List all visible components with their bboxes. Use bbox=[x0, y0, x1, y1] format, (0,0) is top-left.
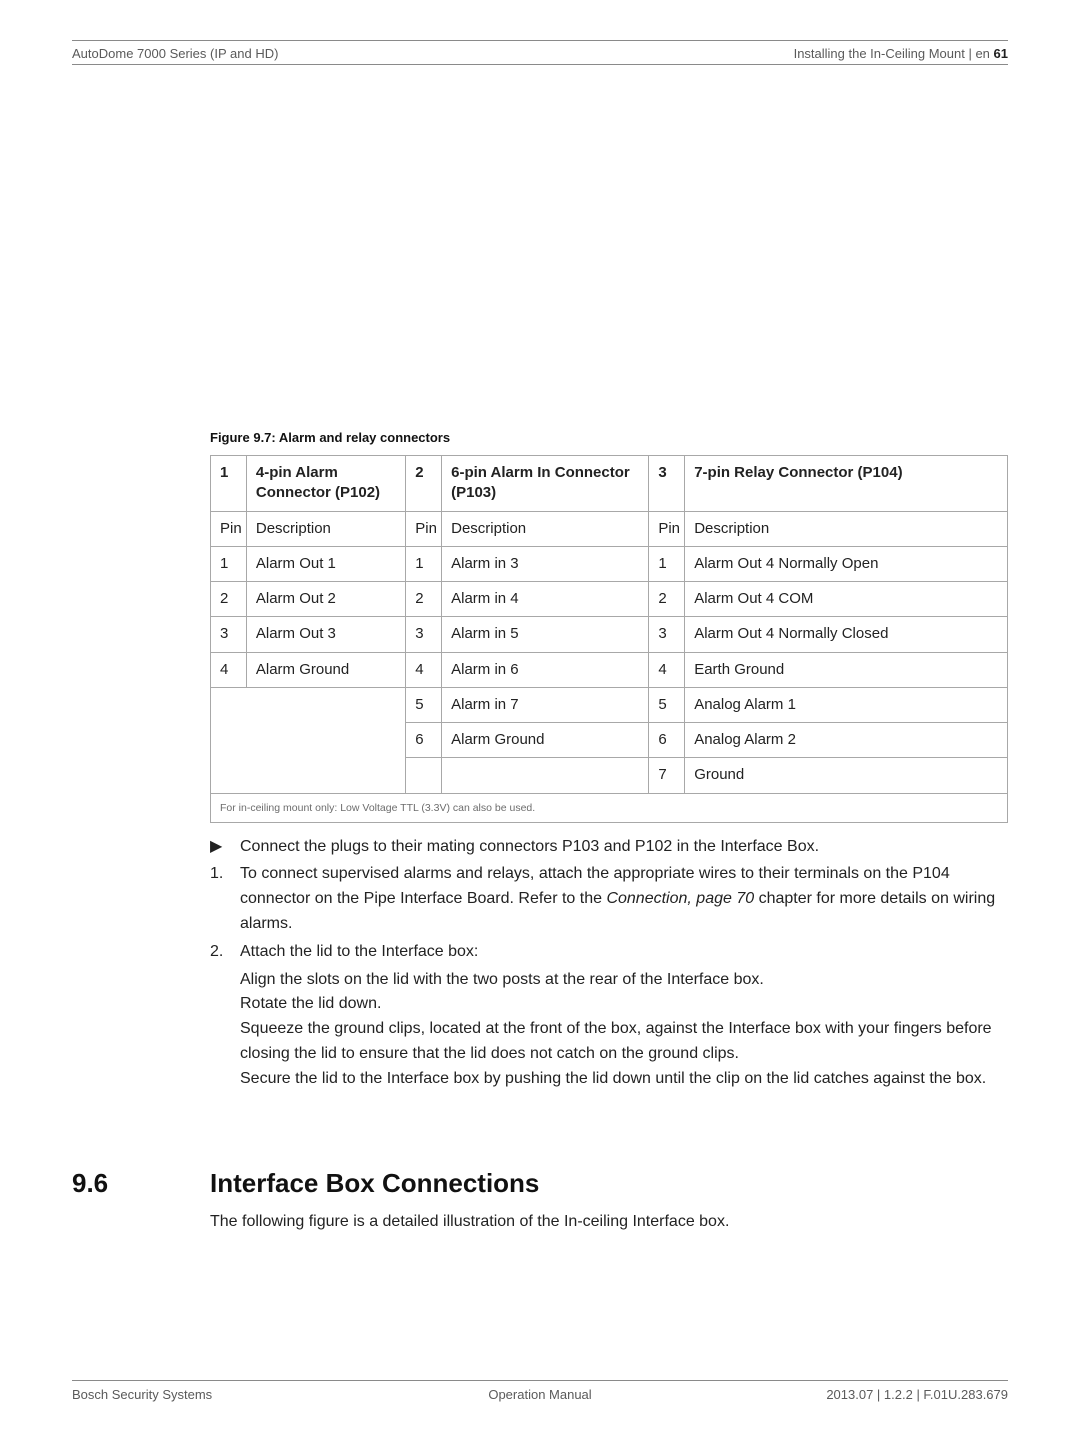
header-right: Installing the In-Ceiling Mount | en 61 bbox=[794, 46, 1008, 61]
cell: 4 bbox=[406, 652, 442, 687]
list-item: To connect supervised alarms and relays,… bbox=[240, 862, 1008, 936]
cell: Alarm Ground bbox=[442, 723, 649, 758]
header-left: AutoDome 7000 Series (IP and HD) bbox=[72, 46, 278, 61]
cell: 1 bbox=[406, 546, 442, 581]
cell: Description bbox=[442, 511, 649, 546]
section-body: The following figure is a detailed illus… bbox=[210, 1210, 1008, 1235]
cell: Earth Ground bbox=[685, 652, 1008, 687]
list-item: Connect the plugs to their mating connec… bbox=[240, 835, 1008, 860]
cell: Alarm Out 3 bbox=[246, 617, 405, 652]
cell: Description bbox=[685, 511, 1008, 546]
cell: Pin bbox=[649, 511, 685, 546]
cell bbox=[406, 758, 442, 793]
cell: Ground bbox=[685, 758, 1008, 793]
cell: 6 bbox=[649, 723, 685, 758]
section-title: Interface Box Connections bbox=[210, 1168, 539, 1199]
th-2-label: 6-pin Alarm In Connector (P103) bbox=[442, 456, 649, 512]
cell: Alarm Out 1 bbox=[246, 546, 405, 581]
table-footnote: For in-ceiling mount only: Low Voltage T… bbox=[211, 793, 1008, 822]
cell: 3 bbox=[406, 617, 442, 652]
list-item: Attach the lid to the Interface box: bbox=[240, 940, 1008, 965]
footer-center: Operation Manual bbox=[384, 1387, 696, 1402]
paragraph: Align the slots on the lid with the two … bbox=[240, 968, 1008, 993]
cell: Analog Alarm 2 bbox=[685, 723, 1008, 758]
cell: 3 bbox=[649, 617, 685, 652]
cell: 3 bbox=[211, 617, 247, 652]
figure-caption: Figure 9.7: Alarm and relay connectors bbox=[210, 430, 1008, 445]
th-1-label: 4-pin Alarm Connector (P102) bbox=[246, 456, 405, 512]
cell: Alarm Out 4 Normally Closed bbox=[685, 617, 1008, 652]
cell: 2 bbox=[406, 582, 442, 617]
cell: Pin bbox=[406, 511, 442, 546]
cell: 5 bbox=[649, 687, 685, 722]
th-3-label: 7-pin Relay Connector (P104) bbox=[685, 456, 1008, 512]
cell: Alarm in 3 bbox=[442, 546, 649, 581]
pin-table: 1 4-pin Alarm Connector (P102) 2 6-pin A… bbox=[210, 455, 1008, 823]
cell: 5 bbox=[406, 687, 442, 722]
cell: Pin bbox=[211, 511, 247, 546]
cell: 4 bbox=[211, 652, 247, 687]
cell: Alarm in 7 bbox=[442, 687, 649, 722]
list-number: 2. bbox=[210, 940, 240, 965]
cell: Alarm in 6 bbox=[442, 652, 649, 687]
cell: Alarm Ground bbox=[246, 652, 405, 687]
section-number: 9.6 bbox=[72, 1168, 210, 1199]
paragraph: Squeeze the ground clips, located at the… bbox=[240, 1017, 1008, 1067]
cell: Alarm in 5 bbox=[442, 617, 649, 652]
cell: 6 bbox=[406, 723, 442, 758]
cell: Analog Alarm 1 bbox=[685, 687, 1008, 722]
cell: Alarm Out 2 bbox=[246, 582, 405, 617]
list-number: 1. bbox=[210, 862, 240, 936]
th-1: 1 bbox=[211, 456, 247, 512]
paragraph: Secure the lid to the Interface box by p… bbox=[240, 1067, 1008, 1092]
cell: Alarm Out 4 Normally Open bbox=[685, 546, 1008, 581]
cell: 1 bbox=[211, 546, 247, 581]
cell: Alarm Out 4 COM bbox=[685, 582, 1008, 617]
footer-left: Bosch Security Systems bbox=[72, 1387, 384, 1402]
cell: Description bbox=[246, 511, 405, 546]
cell: 7 bbox=[649, 758, 685, 793]
th-2: 2 bbox=[406, 456, 442, 512]
cell: Alarm in 4 bbox=[442, 582, 649, 617]
bullet-arrow-icon: ▶ bbox=[210, 835, 240, 860]
cell: 4 bbox=[649, 652, 685, 687]
paragraph: Rotate the lid down. bbox=[240, 992, 1008, 1017]
cell bbox=[442, 758, 649, 793]
footer-right: 2013.07 | 1.2.2 | F.01U.283.679 bbox=[696, 1387, 1008, 1402]
th-3: 3 bbox=[649, 456, 685, 512]
cell: 2 bbox=[649, 582, 685, 617]
cell: 1 bbox=[649, 546, 685, 581]
cell: 2 bbox=[211, 582, 247, 617]
